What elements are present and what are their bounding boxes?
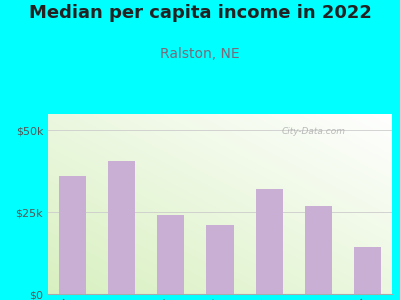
Text: City-Data.com: City-Data.com <box>282 127 346 136</box>
Bar <box>305 206 332 294</box>
Text: Median per capita income in 2022: Median per capita income in 2022 <box>28 4 372 22</box>
Bar <box>206 225 234 294</box>
Bar <box>157 215 184 294</box>
Bar <box>256 189 283 294</box>
Bar <box>59 176 86 294</box>
Bar <box>108 161 135 294</box>
Bar <box>354 247 381 294</box>
Text: Ralston, NE: Ralston, NE <box>160 46 240 61</box>
